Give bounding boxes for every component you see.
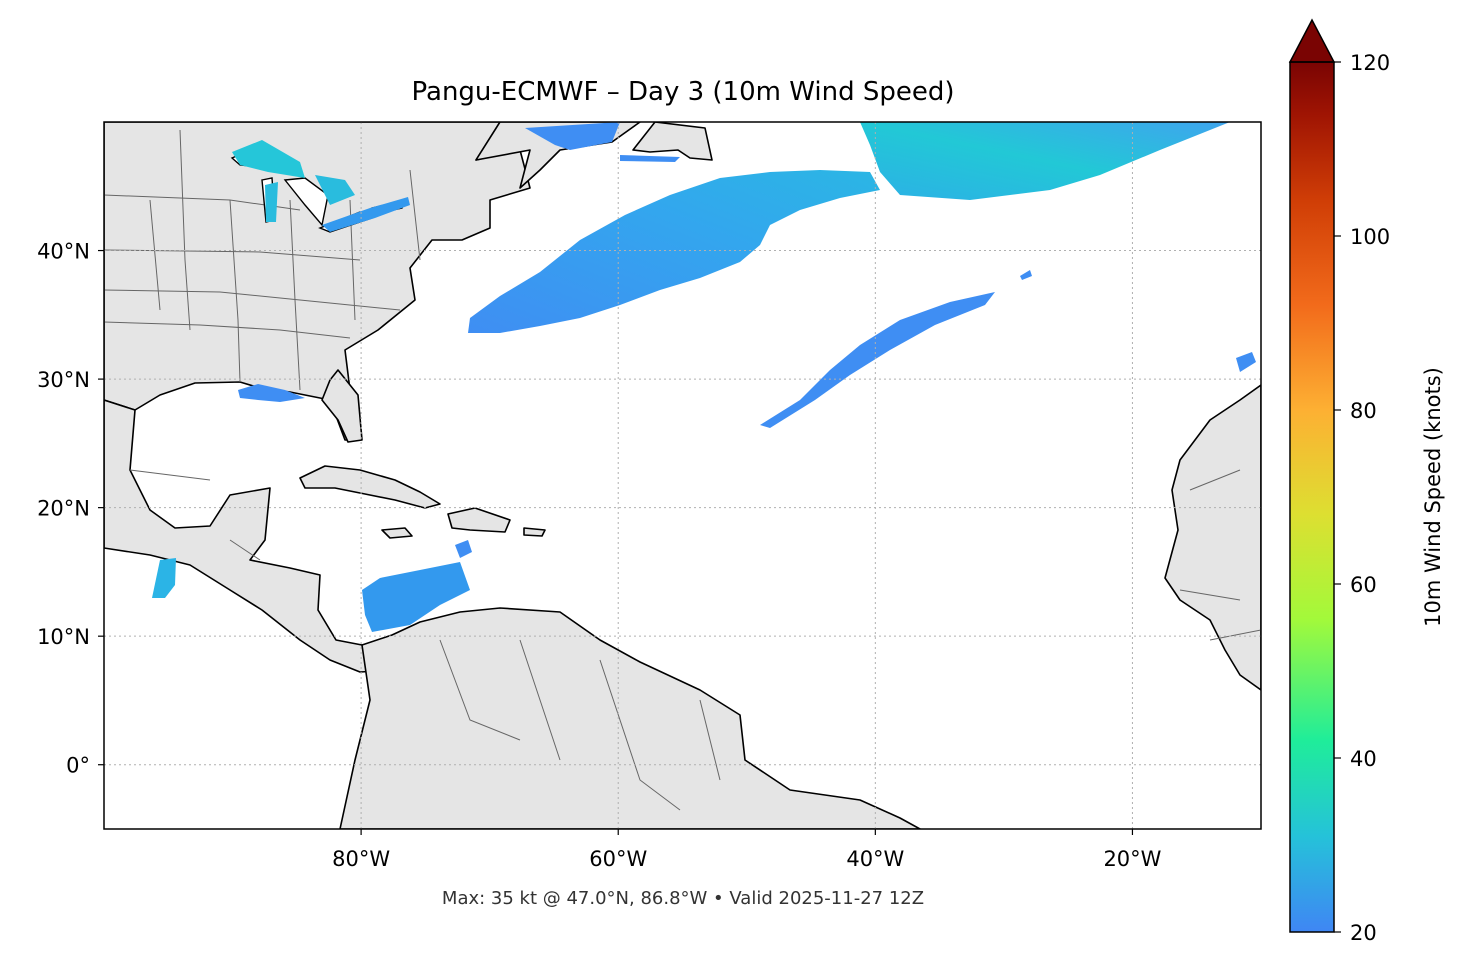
lake-michigan-wind: [265, 182, 278, 222]
gulf-coast-specks: [238, 384, 305, 402]
colorbar-label: 10m Wind Speed (knots): [1421, 367, 1445, 627]
colorbar-tick-label-2: 60: [1350, 573, 1377, 597]
footer-note: Max: 35 kt @ 47.0°N, 86.8°W • Valid 2025…: [442, 888, 924, 909]
lon-tick-label-1: 60°W: [589, 847, 647, 871]
canary-patch: [1236, 352, 1256, 372]
lon-tick-label-3: 20°W: [1103, 847, 1161, 871]
newfoundland: [632, 122, 713, 161]
wind-field: [152, 122, 1256, 632]
south-america: [339, 607, 921, 829]
colorbar: 20 40 60 80 100 120 10m Wind Speed (knots): [1288, 18, 1445, 945]
gulf-of-tehuantepec: [152, 558, 176, 598]
puerto-rico: [523, 527, 546, 537]
lake-huron: [283, 177, 329, 227]
lat-tick-label-3: 10°N: [37, 625, 90, 649]
map-frame: [103, 121, 1262, 830]
azores-speck: [1020, 270, 1032, 280]
caribbean-east-patch: [455, 540, 472, 558]
florida: [321, 369, 363, 443]
longitude-ticks: 80°W 60°W 40°W 20°W: [332, 829, 1162, 871]
north-america: [104, 122, 531, 441]
colorbar-tick-label-0: 20: [1350, 921, 1377, 945]
lat-tick-label-0: 40°N: [37, 240, 90, 264]
lat-tick-label-2: 20°N: [37, 497, 90, 521]
borders: [104, 129, 1261, 811]
lat-tick-label-1: 30°N: [37, 368, 90, 392]
latitude-ticks: 40°N 30°N 20°N 10°N 0°: [37, 240, 104, 778]
lon-tick-label-0: 80°W: [332, 847, 390, 871]
mid-atlantic-band: [760, 292, 995, 428]
mexico-central-america: [104, 399, 396, 673]
colorbar-tick-label-4: 100: [1350, 225, 1390, 249]
great-lakes: [232, 140, 305, 178]
lat-tick-label-4: 0°: [66, 754, 90, 778]
africa: [1164, 384, 1261, 691]
chart-title: Pangu-ECMWF – Day 3 (10m Wind Speed): [412, 77, 955, 107]
colorbar-tick-label-3: 80: [1350, 399, 1377, 423]
caribbean-jet: [362, 562, 470, 632]
north-atlantic-jet-band: [468, 170, 880, 333]
colorbar-tick-label-1: 40: [1350, 747, 1377, 771]
st-lawrence-patch: [525, 122, 620, 150]
colorbar-frame: [1289, 61, 1335, 933]
jamaica: [381, 527, 413, 539]
colorbar-body: [1290, 62, 1334, 932]
colorbar-ticks: 20 40 60 80 100 120: [1334, 51, 1390, 945]
labrador-sea-strip: [620, 155, 680, 162]
lake-erie-ontario: [322, 197, 410, 232]
cuba: [299, 465, 441, 509]
great-lakes-east: [315, 175, 355, 205]
land: [104, 122, 1261, 829]
lon-tick-label-2: 40°W: [846, 847, 904, 871]
north-east-atlantic-band: [860, 122, 1230, 200]
map-area: [104, 122, 1261, 829]
colorbar-extend-arrow: [1288, 18, 1336, 63]
colorbar-tick-label-5: 120: [1350, 51, 1390, 75]
